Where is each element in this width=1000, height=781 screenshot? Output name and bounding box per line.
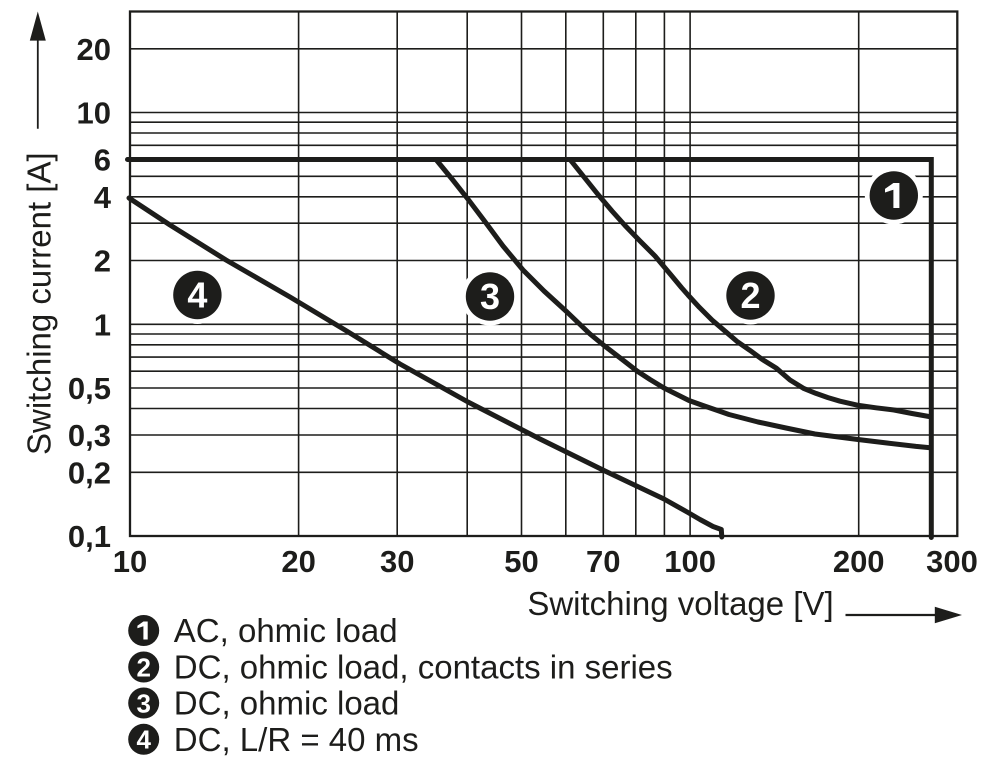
svg-text:DC, L/R = 40 ms: DC, L/R = 40 ms xyxy=(174,721,419,758)
svg-text:Switching voltage [V]: Switching voltage [V] xyxy=(527,585,833,622)
svg-text:200: 200 xyxy=(833,544,885,579)
svg-text:2: 2 xyxy=(94,244,111,279)
svg-text:1: 1 xyxy=(94,307,111,342)
svg-text:2: 2 xyxy=(740,275,760,316)
svg-text:4: 4 xyxy=(187,275,207,316)
svg-text:3: 3 xyxy=(136,688,150,718)
svg-text:DC, ohmic load: DC, ohmic load xyxy=(174,685,400,722)
svg-text:20: 20 xyxy=(77,32,111,67)
svg-text:AC, ohmic load: AC, ohmic load xyxy=(174,612,398,649)
svg-text:4: 4 xyxy=(94,180,112,215)
svg-text:0,2: 0,2 xyxy=(68,455,111,490)
svg-text:6: 6 xyxy=(94,143,111,178)
svg-text:4: 4 xyxy=(136,725,151,755)
svg-text:2: 2 xyxy=(136,652,150,682)
svg-text:Switching current [A]: Switching current [A] xyxy=(21,152,58,455)
svg-text:0,3: 0,3 xyxy=(68,418,111,453)
svg-text:10: 10 xyxy=(113,544,147,579)
svg-text:0,1: 0,1 xyxy=(68,519,111,554)
svg-text:50: 50 xyxy=(504,544,538,579)
svg-text:300: 300 xyxy=(926,544,978,579)
svg-text:100: 100 xyxy=(664,544,716,579)
svg-text:30: 30 xyxy=(380,544,414,579)
svg-text:0,5: 0,5 xyxy=(68,371,111,406)
svg-text:10: 10 xyxy=(77,96,111,131)
svg-text:20: 20 xyxy=(281,544,315,579)
svg-text:70: 70 xyxy=(586,544,620,579)
svg-text:DC, ohmic load, contacts in se: DC, ohmic load, contacts in series xyxy=(174,649,673,686)
svg-text:3: 3 xyxy=(480,276,500,317)
